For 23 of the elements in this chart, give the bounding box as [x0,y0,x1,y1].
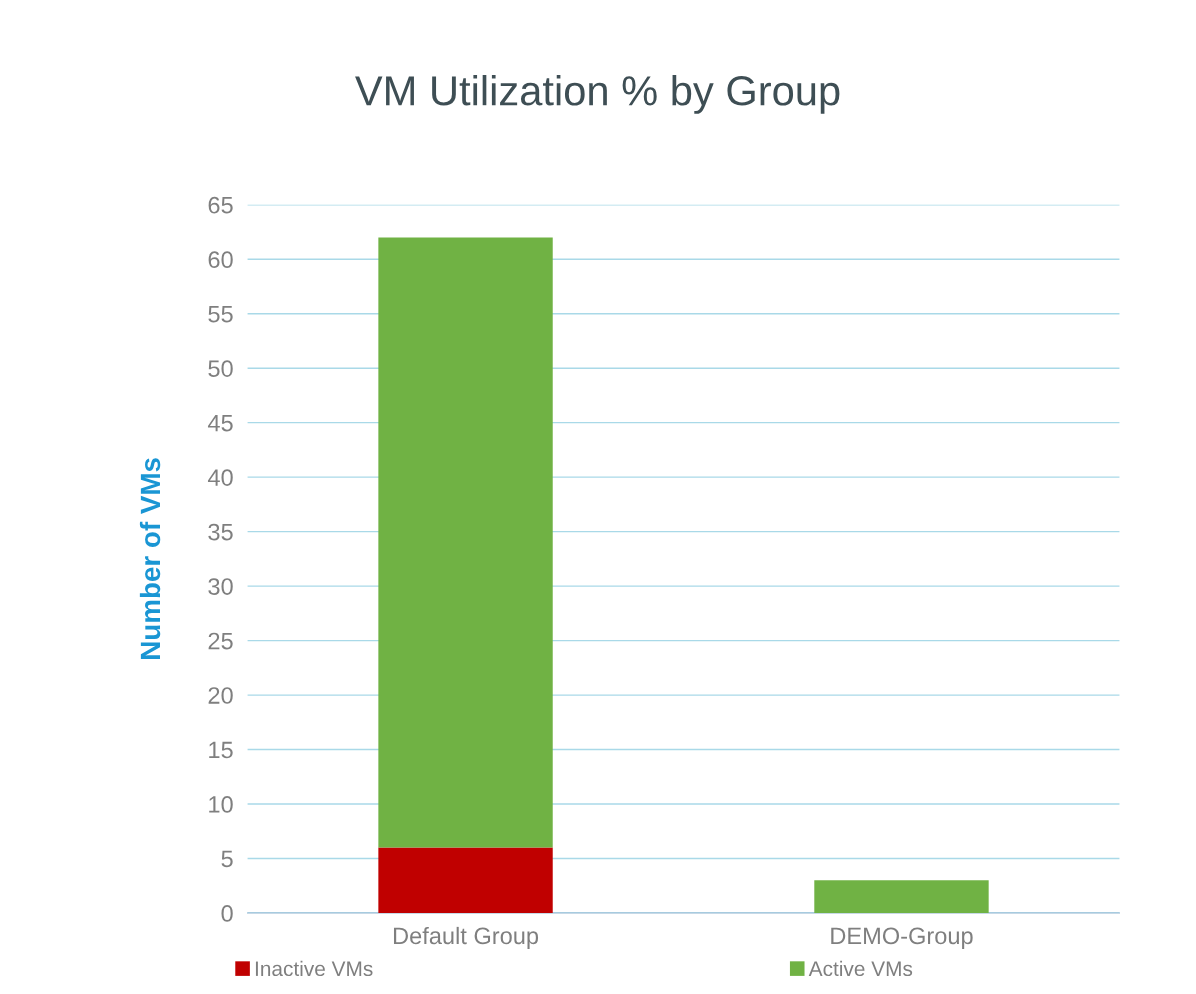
legend-label: Inactive VMs [255,960,373,977]
y-tick-label: 50 [208,360,233,377]
y-tick-label: 25 [208,632,233,650]
x-tick-label: Default Group [393,926,539,949]
y-tick-label: 60 [208,251,233,269]
y-tick-label: 5 [221,850,233,868]
y-tick-label: 65 [208,196,233,214]
y-tick-label: 45 [207,414,233,432]
y-tick-label: 15 [209,741,233,759]
y-tick-label: 20 [208,687,233,704]
y-tick-label: 55 [208,306,233,323]
chart-title: VM Utilization % by Group [355,75,840,114]
y-tick-label: 35 [208,523,233,541]
x-tick-label: DEMO-Group [831,927,973,949]
legend-label: Active VMs [808,960,913,977]
bar [814,880,989,913]
y-tick-label: 40 [207,469,233,486]
y-tick-label: 30 [208,578,233,595]
y-tick-label: 0 [221,905,233,922]
bar [378,847,553,913]
bar [378,237,553,848]
y-axis-title: Number of VMs [139,458,161,659]
y-tick-label: 10 [209,796,233,813]
